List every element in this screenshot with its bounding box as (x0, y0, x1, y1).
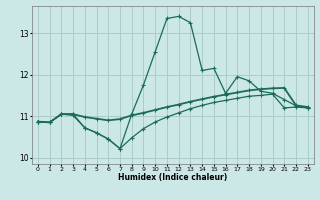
X-axis label: Humidex (Indice chaleur): Humidex (Indice chaleur) (118, 173, 228, 182)
